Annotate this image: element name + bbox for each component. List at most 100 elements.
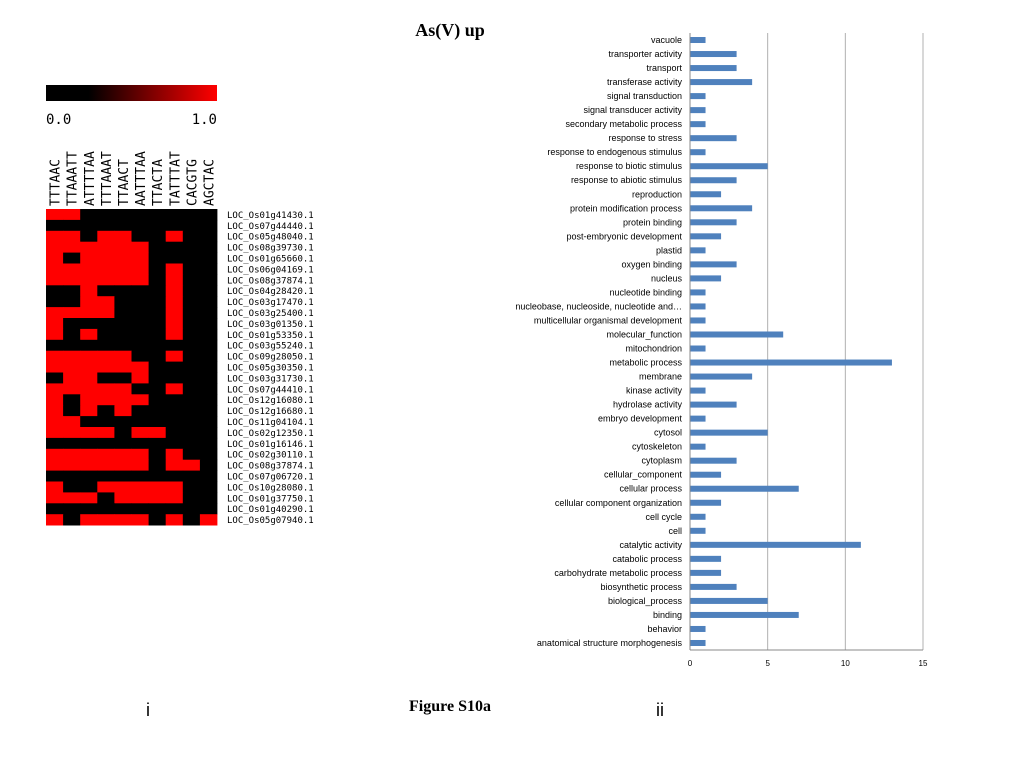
bar xyxy=(690,345,706,352)
heatmap-cell xyxy=(165,514,184,526)
heatmap-column-label: TTTAAC xyxy=(49,159,64,206)
bar xyxy=(690,471,722,478)
heatmap-cell xyxy=(46,230,64,243)
heatmap-column-label: CACGTG xyxy=(185,159,200,206)
heatmap-cell xyxy=(97,230,115,243)
bar-category-label: membrane xyxy=(639,372,682,382)
heatmap-cell xyxy=(63,503,81,515)
heatmap-row-label: LOC_Os07g44440.1 xyxy=(227,222,314,232)
heatmap-cell xyxy=(131,361,149,373)
heatmap-cell xyxy=(199,339,218,352)
heatmap-cell xyxy=(131,263,149,275)
heatmap-cell xyxy=(80,514,98,526)
heatmap-cell xyxy=(97,372,115,384)
heatmap-cell xyxy=(131,492,149,504)
heatmap-cell xyxy=(148,481,167,493)
heatmap-row-label: LOC_Os01g65660.1 xyxy=(227,255,314,265)
heatmap-cell xyxy=(97,437,115,450)
heatmap-row-label: LOC_Os02g12350.1 xyxy=(227,429,314,439)
heatmap-cell xyxy=(131,274,149,286)
heatmap-cell xyxy=(199,514,218,526)
heatmap-cell xyxy=(114,448,132,461)
heatmap-cell xyxy=(199,372,218,384)
bar-category-label: biological_process xyxy=(608,596,683,606)
heatmap-row-label: LOC_Os05g48040.1 xyxy=(227,233,314,243)
heatmap-cell xyxy=(63,394,81,406)
heatmap-cell xyxy=(97,416,115,428)
heatmap-cell xyxy=(148,372,167,384)
heatmap-row-label: LOC_Os07g06720.1 xyxy=(227,473,314,483)
heatmap-cell xyxy=(80,263,98,275)
heatmap-cell xyxy=(131,307,149,319)
heatmap-row-label: LOC_Os10g28080.1 xyxy=(227,483,314,493)
heatmap-cell xyxy=(63,328,81,341)
heatmap-cell xyxy=(97,427,115,439)
heatmap-cell xyxy=(80,470,98,482)
heatmap-cell xyxy=(148,350,167,362)
heatmap-row-label: LOC_Os01g37750.1 xyxy=(227,494,314,504)
heatmap-cell xyxy=(182,514,201,526)
heatmap-cell xyxy=(165,252,184,264)
heatmap-cell xyxy=(182,405,201,417)
bar-category-label: carbohydrate metabolic process xyxy=(554,568,682,578)
heatmap-cell xyxy=(114,350,132,362)
bar-category-label: cellular process xyxy=(619,484,682,494)
bar xyxy=(690,387,706,394)
heatmap-cell xyxy=(97,361,115,373)
heatmap-cell xyxy=(131,285,149,297)
bar-category-label: response to biotic stimulus xyxy=(576,161,683,171)
heatmap-cell xyxy=(131,470,149,482)
heatmap-cell xyxy=(182,318,201,330)
heatmap-cell xyxy=(97,296,115,308)
heatmap-cell xyxy=(63,350,81,362)
heatmap-cell xyxy=(46,470,64,482)
heatmap-cell xyxy=(46,459,64,471)
heatmap-cell xyxy=(114,263,132,275)
bar-x-tick-label: 5 xyxy=(765,659,770,668)
heatmap-cell xyxy=(148,383,167,395)
heatmap-cell xyxy=(63,383,81,395)
bar-category-label: cytoskeleton xyxy=(632,442,682,452)
heatmap-cell xyxy=(63,372,81,384)
heatmap-cell xyxy=(131,394,149,406)
heatmap-cell xyxy=(80,394,98,406)
heatmap-cell xyxy=(165,219,184,232)
heatmap-cell xyxy=(165,361,184,373)
bar-category-label: molecular_function xyxy=(606,329,682,339)
heatmap-cell xyxy=(80,405,98,417)
heatmap-cell xyxy=(182,470,201,482)
bar-category-label: nucleotide binding xyxy=(609,287,682,297)
bar xyxy=(690,233,722,240)
heatmap-cell xyxy=(182,394,201,406)
bar xyxy=(690,485,799,492)
bar xyxy=(690,429,768,436)
heatmap-cell xyxy=(46,383,64,395)
heatmap-cell xyxy=(80,296,98,308)
bar-category-label: signal transduction xyxy=(607,91,682,101)
heatmap-cell xyxy=(97,241,115,253)
heatmap-cell xyxy=(165,503,184,515)
heatmap-cell xyxy=(199,296,218,308)
bar xyxy=(690,373,753,380)
bar xyxy=(690,51,737,58)
heatmap-cell xyxy=(131,503,149,515)
heatmap-column-label: TTACTA xyxy=(151,159,166,206)
heatmap-cell xyxy=(165,492,184,504)
heatmap-cell xyxy=(63,209,81,221)
heatmap-cell xyxy=(148,241,167,253)
heatmap-cell xyxy=(199,328,218,341)
heatmap-cell xyxy=(148,514,167,526)
heatmap-cell xyxy=(46,394,64,406)
heatmap-cell xyxy=(182,481,201,493)
heatmap-cell xyxy=(114,318,132,330)
heatmap-row-label: LOC_Os08g37874.1 xyxy=(227,462,314,472)
heatmap-cell xyxy=(131,252,149,264)
heatmap-cell xyxy=(114,405,132,417)
heatmap-row-label: LOC_Os01g16146.1 xyxy=(227,440,314,450)
heatmap-row-label: LOC_Os01g53350.1 xyxy=(227,331,314,341)
heatmap-cell xyxy=(63,437,81,450)
heatmap-cell xyxy=(148,285,167,297)
heatmap-cell xyxy=(80,209,98,221)
heatmap-cell xyxy=(80,503,98,515)
